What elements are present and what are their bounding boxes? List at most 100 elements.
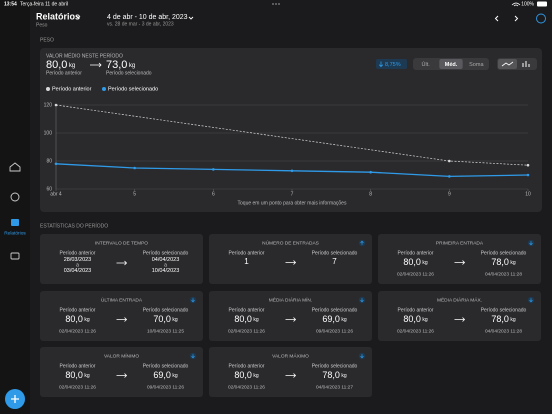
segment-active (439, 59, 463, 69)
battery-icon (537, 1, 547, 7)
stat-value: 69,0 kg (153, 370, 178, 380)
photos-icon[interactable] (10, 252, 20, 260)
stat-title: PRIMEIRA ENTRADA (436, 240, 484, 246)
data-point[interactable] (448, 175, 451, 178)
date-from: 28/03/2023 (64, 257, 92, 263)
title-chevron[interactable] (75, 15, 81, 19)
data-point[interactable] (290, 169, 294, 173)
stat-value: 78,0 kg (491, 257, 516, 267)
stat-card (209, 291, 372, 341)
stat-date: 02/04/2023 11:26 (228, 328, 265, 334)
status-time: 13:54 (4, 1, 17, 7)
date-to: 03/04/2023 (64, 268, 92, 274)
previous-label: Período anterior (46, 70, 82, 76)
previous-button[interactable] (494, 15, 499, 22)
stat-value: 80,0kg (234, 314, 259, 324)
wifi-icon (511, 2, 521, 7)
trend-arrow (360, 354, 364, 359)
bar-chart-icon[interactable] (522, 61, 530, 67)
value: 80,0 (403, 257, 421, 267)
stat-title: MÉDIA DIÁRIA MÍN. (269, 296, 312, 303)
home-icon[interactable] (9, 162, 21, 172)
unit: kg (341, 373, 347, 379)
previous-label: Período anterior (60, 363, 96, 369)
value: 80,0 (46, 59, 67, 71)
value: 80,0 (65, 370, 83, 380)
data-point[interactable] (369, 170, 372, 174)
legend-swatch (46, 87, 50, 91)
unit: kg (422, 260, 428, 266)
more-button[interactable] (536, 13, 546, 24)
selected-average: 73,0 kg (106, 59, 135, 71)
sidebar-label[interactable]: Relatórios (4, 230, 26, 236)
segment[interactable]: Méd. (445, 62, 458, 68)
date-from: 04/04/2023 (152, 257, 180, 263)
data-point[interactable] (212, 168, 215, 171)
stat-date: 04/04/2023 11:27 (316, 384, 353, 390)
y-tick-label: 80 (46, 158, 52, 164)
selected-label: Período selecionado (143, 250, 189, 256)
segment[interactable]: Últ. (422, 61, 431, 68)
stat-date: 09/04/2023 11:26 (147, 384, 184, 390)
selected-label: Período selecionado (143, 363, 189, 369)
value: 80,0 (403, 314, 421, 324)
unit: kg (84, 317, 90, 323)
content: 13:54 Terça-feira 11 de abril 100% Relatóri… (4, 1, 541, 397)
next-button[interactable] (514, 15, 519, 22)
stat-card (378, 234, 541, 284)
multitask-dot (272, 3, 274, 5)
arrow (116, 373, 128, 378)
data-point[interactable] (448, 159, 451, 163)
previous-label: Período anterior (229, 307, 265, 313)
data-point[interactable] (54, 162, 58, 166)
date-separator: a (76, 262, 79, 268)
unit: kg (341, 317, 347, 323)
y-tick-label: 120 (44, 102, 53, 108)
section-title: ESTATÍSTICAS DO PERÍODO (40, 222, 108, 229)
x-tick-label: 9 (448, 191, 451, 197)
range-chevron[interactable] (188, 16, 194, 20)
value: 78,0 (491, 314, 509, 324)
selected-label: Período selecionado (312, 250, 358, 256)
compare-range: vs. 28 de mar - 3 de abr, 2023 (107, 21, 174, 27)
segment[interactable]: Soma (469, 62, 484, 68)
trend-arrow (529, 298, 533, 303)
data-point[interactable] (54, 103, 58, 107)
stat-title: NÚMERO DE ENTRADAS (262, 239, 319, 246)
stat-date: 09/04/2023 11:26 (316, 328, 353, 334)
reports-icon[interactable] (11, 219, 19, 226)
data-point[interactable] (526, 173, 530, 177)
stat-card (40, 347, 203, 397)
history-icon[interactable] (10, 192, 20, 202)
x-tick-label: 5 (133, 191, 136, 197)
value: 80,0 (234, 314, 252, 324)
multitask-dot (275, 3, 277, 5)
trend-arrow (529, 241, 533, 246)
selected-label: Período selecionado (143, 307, 189, 313)
value: 78,0 (322, 370, 340, 380)
multitask-dot (278, 3, 280, 5)
stat-date: 04/04/2023 11:28 (485, 328, 522, 334)
unit: kg (172, 373, 178, 379)
previous-average: 80,0 kg (46, 59, 75, 71)
date-range[interactable]: 4 de abr - 10 de abr, 2023 (107, 14, 188, 21)
header-title[interactable]: Relatórios (36, 11, 80, 21)
header-subtitle: Peso (36, 22, 48, 28)
selected-label: Período selecionado (312, 307, 358, 313)
stat-date: 02/04/2023 11:26 (228, 384, 265, 390)
arrow (285, 373, 297, 378)
data-point[interactable] (133, 166, 136, 170)
data-point[interactable] (526, 163, 530, 167)
legend-label: Período selecionado (108, 86, 158, 92)
y-tick-label: 100 (44, 130, 53, 136)
stat-title: ÚLTIMA ENTRADA (101, 296, 143, 303)
previous-label: Período anterior (229, 250, 265, 256)
unit: kg (172, 317, 178, 323)
selected-label: Período selecionado (481, 307, 527, 313)
value: 70,0 (153, 314, 171, 324)
legend-label: Período anterior (52, 86, 92, 92)
compare-arrow (90, 62, 102, 68)
